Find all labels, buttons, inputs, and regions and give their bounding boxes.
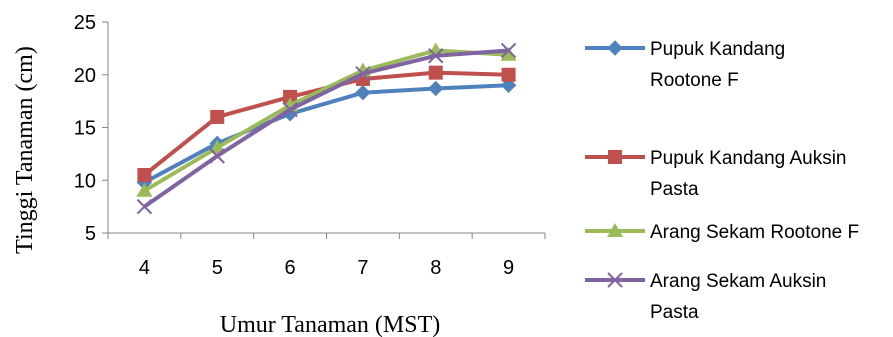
data-point — [209, 148, 225, 164]
plot-area — [136, 42, 517, 215]
legend-label: Pasta — [650, 179, 699, 200]
y-tick-label: 10 — [74, 170, 96, 192]
data-point — [501, 67, 516, 82]
legend-swatch-marker — [607, 223, 623, 237]
x-tick-label: 7 — [357, 257, 368, 279]
legend-swatch-marker — [607, 40, 623, 56]
legend-item-3: Arang Sekam Rootone F — [585, 222, 859, 243]
x-tick-label: 5 — [212, 257, 223, 279]
x-axis-title: Umur Tanaman (MST) — [220, 312, 441, 337]
data-point — [283, 89, 298, 104]
y-tick-label: 20 — [74, 65, 96, 87]
series-4 — [136, 42, 517, 215]
x-tick-label: 8 — [430, 257, 441, 279]
y-tick-label: 25 — [74, 12, 96, 34]
x-tick-label: 4 — [139, 257, 150, 279]
data-point — [428, 65, 443, 80]
x-marker-stroke — [500, 42, 517, 59]
data-point — [355, 65, 371, 82]
data-point — [500, 42, 517, 59]
x-marker-stroke — [355, 65, 371, 82]
legend-item-4: Arang Sekam Auksin Pasta — [585, 271, 826, 323]
legend-label: Pasta — [650, 302, 699, 323]
legend-item-2: Pupuk Kandang Auksin Pasta — [585, 148, 847, 200]
x-marker-stroke — [428, 48, 444, 64]
legend-swatch-marker — [608, 150, 622, 164]
series-3 — [136, 42, 517, 197]
x-marker-stroke — [282, 101, 298, 118]
legend-label: Pupuk Kandang — [650, 39, 785, 60]
legend-label: Arang Sekam Rootone F — [650, 222, 859, 243]
data-point — [209, 139, 226, 154]
legend-swatch-marker — [607, 272, 623, 288]
legend: Pupuk Kandang Rootone F Pupuk Kandang Auks… — [585, 39, 859, 323]
x-marker-stroke — [607, 272, 623, 288]
y-axis-title: Tinggi Tanaman (cm) — [12, 46, 38, 254]
x-marker-stroke — [209, 148, 225, 164]
series-line — [143, 48, 509, 209]
legend-item-1: Pupuk Kandang Rootone F — [585, 39, 785, 91]
data-point — [355, 84, 371, 101]
legend-label: Rootone F — [650, 70, 739, 91]
series-2 — [137, 65, 516, 182]
data-point — [428, 80, 444, 97]
x-tick-label: 6 — [285, 257, 296, 279]
series-line — [143, 83, 509, 185]
data-point — [500, 46, 517, 61]
data-point — [500, 77, 517, 94]
data-point — [137, 167, 152, 182]
data-point — [136, 182, 153, 197]
legend-label: Pupuk Kandang Auksin — [650, 148, 847, 169]
y-tick-label: 15 — [74, 118, 96, 140]
axes: 5 10 15 20 25 4 5 6 7 8 9 — [74, 12, 546, 279]
series-line — [143, 48, 509, 193]
data-point — [210, 109, 225, 124]
x-marker-stroke — [136, 198, 153, 215]
data-point — [136, 198, 153, 215]
data-point — [282, 101, 298, 118]
legend-label: Arang Sekam Auksin — [650, 271, 826, 292]
x-tick-label: 9 — [503, 257, 514, 279]
y-tick-label: 5 — [85, 223, 96, 245]
data-point — [428, 48, 444, 64]
